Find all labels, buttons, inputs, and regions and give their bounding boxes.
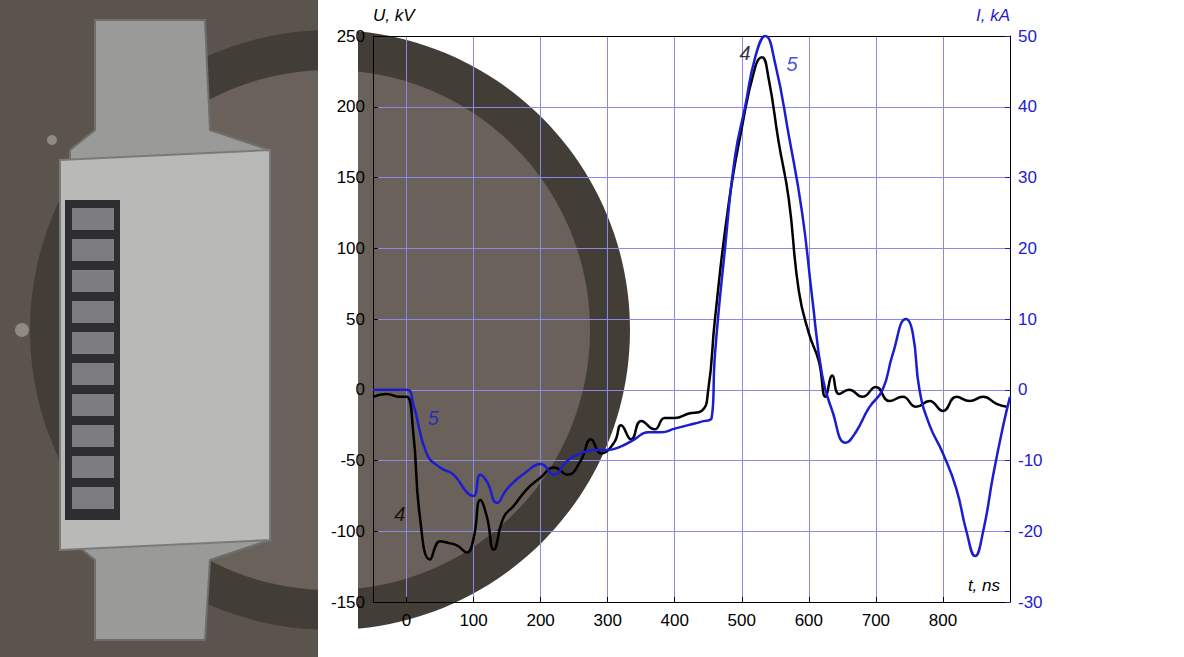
svg-text:0: 0 [402, 611, 411, 630]
svg-text:30: 30 [1018, 168, 1037, 187]
svg-text:t, ns: t, ns [968, 576, 1001, 595]
svg-text:800: 800 [929, 611, 957, 630]
svg-text:150: 150 [337, 168, 365, 187]
svg-text:200: 200 [526, 611, 554, 630]
svg-text:400: 400 [661, 611, 689, 630]
svg-text:300: 300 [593, 611, 621, 630]
svg-text:100: 100 [337, 239, 365, 258]
svg-text:600: 600 [795, 611, 823, 630]
svg-text:0: 0 [356, 380, 365, 399]
svg-text:250: 250 [337, 27, 365, 46]
svg-text:-150: -150 [331, 593, 365, 612]
svg-text:700: 700 [862, 611, 890, 630]
svg-text:10: 10 [1018, 310, 1037, 329]
svg-text:5: 5 [428, 407, 440, 429]
svg-text:-10: -10 [1018, 451, 1043, 470]
svg-text:200: 200 [337, 97, 365, 116]
svg-text:4: 4 [394, 503, 405, 525]
svg-text:50: 50 [346, 310, 365, 329]
svg-text:500: 500 [728, 611, 756, 630]
svg-text:I, kA: I, kA [976, 6, 1010, 25]
svg-text:100: 100 [459, 611, 487, 630]
svg-text:0: 0 [1018, 380, 1027, 399]
svg-text:-20: -20 [1018, 522, 1043, 541]
svg-text:-30: -30 [1018, 593, 1043, 612]
svg-text:40: 40 [1018, 97, 1037, 116]
svg-text:50: 50 [1018, 27, 1037, 46]
svg-text:20: 20 [1018, 239, 1037, 258]
svg-text:U, kV: U, kV [373, 6, 416, 25]
svg-text:-50: -50 [340, 451, 365, 470]
svg-text:5: 5 [787, 53, 799, 75]
svg-text:-100: -100 [331, 522, 365, 541]
svg-text:4: 4 [740, 42, 751, 64]
